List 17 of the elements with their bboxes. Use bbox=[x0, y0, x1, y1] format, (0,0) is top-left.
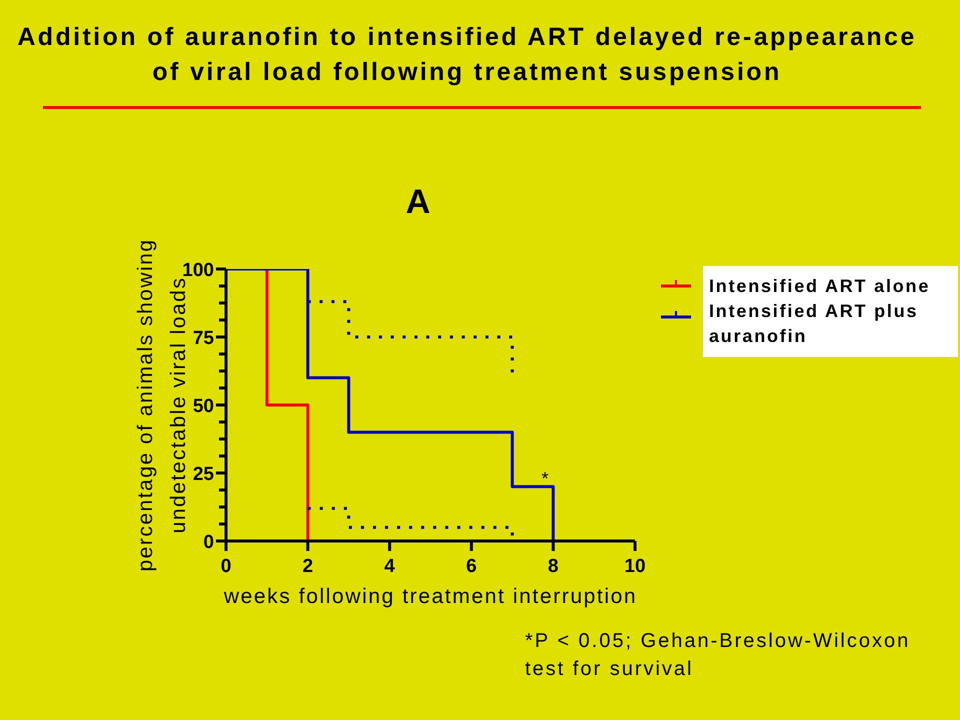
text: *P < 0.05; Gehan-Breslow-Wilcoxon test for survival bbox=[525, 629, 912, 682]
x-tick-label: 10 bbox=[624, 556, 646, 577]
annotation: * bbox=[542, 468, 549, 489]
legend-label: Intensified ART plus auranofin bbox=[709, 300, 920, 348]
x-tick-label: 4 bbox=[384, 556, 396, 577]
x-tick-label: 2 bbox=[302, 556, 314, 577]
legend-label: Intensified ART alone bbox=[709, 275, 932, 298]
x-tick-label: 0 bbox=[220, 556, 232, 577]
chart-title: Addition of auranofin to intensified ART delayed re-appearance of viral load following treatment suspension bbox=[17, 22, 917, 88]
y-tick-label: 0 bbox=[203, 532, 214, 553]
x-tick-label: 6 bbox=[466, 556, 477, 577]
x-axis-title: weeks following treatment interruption bbox=[222, 585, 638, 608]
y-tick-label: 25 bbox=[192, 464, 214, 485]
x-tick-label: 8 bbox=[548, 556, 558, 577]
y-tick-label: 50 bbox=[192, 396, 214, 417]
y-tick-label: 75 bbox=[192, 328, 214, 349]
chart-subtitle: A bbox=[404, 182, 432, 222]
